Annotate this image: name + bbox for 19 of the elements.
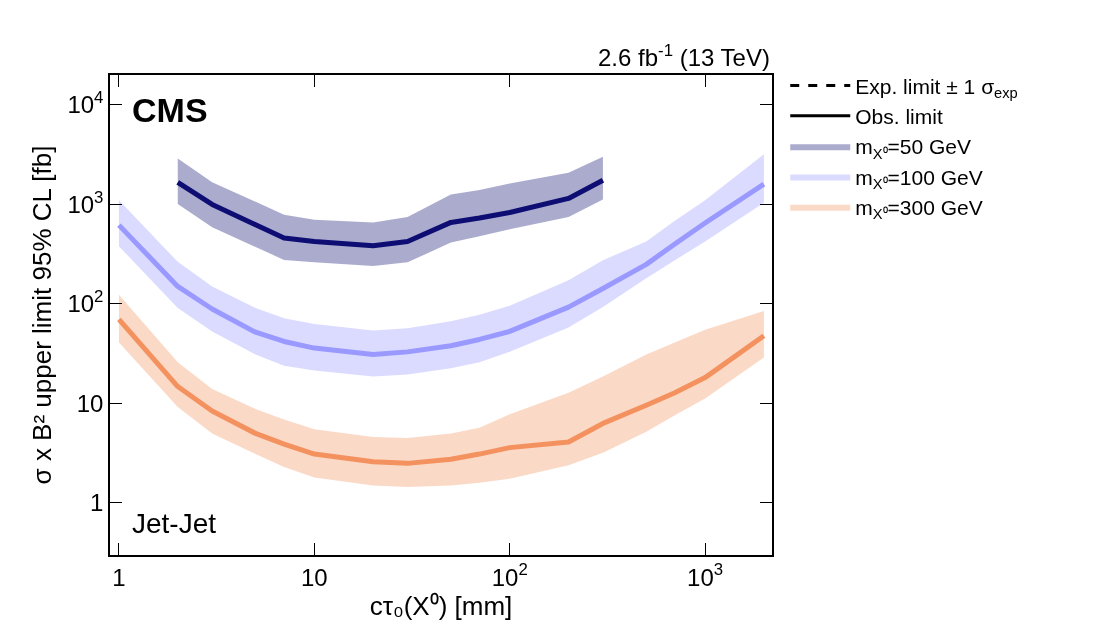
legend-label: m$_{X⁰}$=300 GeV: [855, 195, 983, 223]
annotation: CMS: [132, 91, 208, 129]
y-tick-label: 1: [90, 489, 104, 517]
legend-label: m$_{X⁰}$=100 GeV: [855, 165, 983, 193]
y-tick-label: 10$^{3}$: [67, 187, 104, 218]
annotation: Jet-Jet: [132, 508, 217, 539]
x-tick-label: 10$^{3}$: [687, 560, 724, 591]
x-tick-label: 1: [112, 563, 126, 591]
y-axis-title: σ x B² upper limit 95% CL [fb]: [27, 145, 58, 485]
x-tick-label: 10$^{2}$: [491, 560, 528, 591]
x-axis-title: cτ₀(X⁰) [mm]: [369, 590, 513, 621]
x-tick-label: 10: [300, 563, 328, 591]
text: 2.6 fb$^{-1}$ (13 TeV): [598, 41, 770, 72]
y-tick-label: 10: [76, 389, 104, 417]
legend-label: m$_{X⁰}$=50 GeV: [855, 135, 972, 162]
legend-label: Exp. limit ± 1 σ$_{exp}$: [855, 74, 1018, 102]
legend-label: Obs. limit: [855, 105, 943, 129]
y-tick-label: 10$^{2}$: [67, 287, 104, 318]
y-tick-label: 10$^{4}$: [67, 88, 104, 119]
